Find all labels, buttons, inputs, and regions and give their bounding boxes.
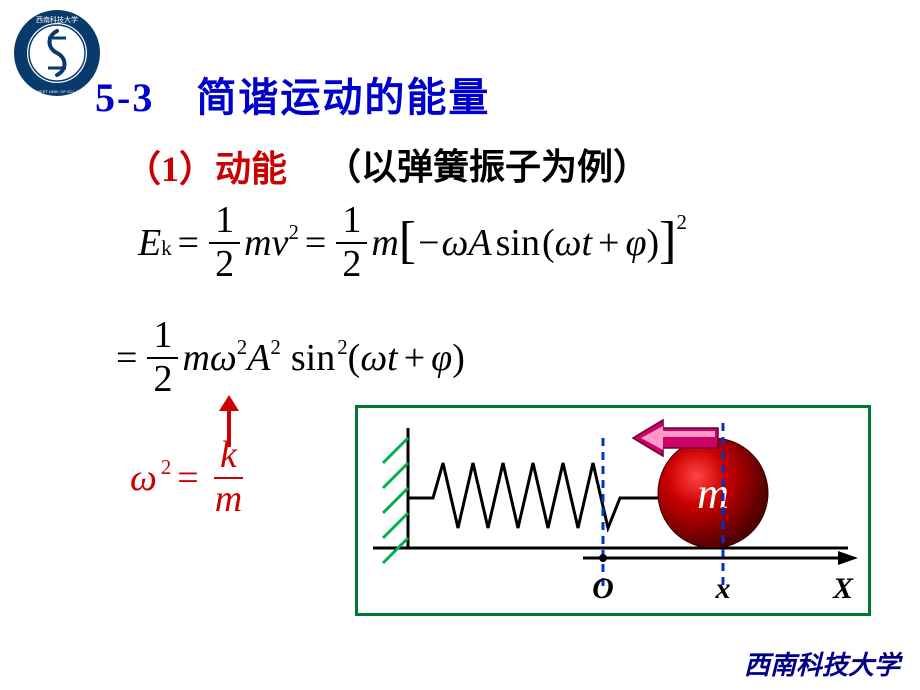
lbracket: [ <box>399 211 416 270</box>
sup-2c: 2 <box>237 335 247 360</box>
svg-text:SOUTHWEST UNIV. OF SCI. & TECH: SOUTHWEST UNIV. OF SCI. & TECH. <box>22 89 91 94</box>
den-m: m <box>209 479 248 521</box>
sym-omega4: ω <box>360 336 387 380</box>
sym-m2: m <box>371 221 398 265</box>
subtitle-example: （以弹簧振子为例） <box>325 138 649 190</box>
footer-university: 西南科技大学 <box>744 645 900 682</box>
sup-2e: 2 <box>337 335 347 360</box>
sym-omega3: ω <box>210 336 237 380</box>
den-2: 2 <box>209 244 240 286</box>
sym-omega5: ω <box>130 456 157 500</box>
lparen: ( <box>542 221 555 265</box>
sub-k: k <box>161 236 171 261</box>
frac-half-3: 1 2 <box>147 315 178 401</box>
equation-omega-squared: ω 2 = k m <box>130 435 252 521</box>
num-1: 1 <box>209 200 240 244</box>
equation-kinetic-full: E k = 1 2 m v 2 = 1 2 m [ − ω A sin ( ω … <box>138 200 687 286</box>
spring-mass-diagram: m O x X <box>355 405 871 616</box>
sym-phi2: φ <box>431 336 452 380</box>
op-eq2: = <box>305 221 326 265</box>
num-1b: 1 <box>336 200 367 244</box>
rparen2: ) <box>452 336 465 380</box>
frac-half-2: 1 2 <box>336 200 367 286</box>
axis-x-label: x <box>715 572 731 605</box>
fn-sin: sin <box>496 221 540 265</box>
university-logo: 西南科技大学 SOUTHWEST UNIV. OF SCI. & TECH. <box>12 8 102 98</box>
num-1c: 1 <box>147 315 178 359</box>
section-title: 5-3 简谐运动的能量 <box>95 65 490 123</box>
equation-kinetic-expanded: = 1 2 m ω 2 A 2 sin 2 ( ω t + φ ) <box>110 315 465 401</box>
num-k: k <box>214 435 243 479</box>
axis-origin-label: O <box>592 572 614 605</box>
fn-sin2: sin <box>291 336 335 380</box>
sym-omega2: ω <box>555 221 582 265</box>
lparen2: ( <box>348 336 361 380</box>
op-minus: − <box>418 221 439 265</box>
frac-half-1: 1 2 <box>209 200 240 286</box>
axis-X-label: X <box>832 572 854 605</box>
op-eq4: = <box>177 456 198 500</box>
sup-2f: 2 <box>161 455 171 480</box>
sym-t: t <box>581 221 592 265</box>
rparen: ) <box>647 221 660 265</box>
op-plus: + <box>598 221 619 265</box>
sym-A2: A <box>247 336 270 380</box>
sym-E: E <box>138 221 161 265</box>
sup-2b: 2 <box>676 210 686 235</box>
svg-text:西南科技大学: 西南科技大学 <box>36 15 78 24</box>
frac-k-over-m: k m <box>209 435 248 521</box>
sym-phi: φ <box>625 221 646 265</box>
sym-m3: m <box>182 336 209 380</box>
den-2c: 2 <box>147 359 178 401</box>
sym-t2: t <box>387 336 398 380</box>
subtitle-kinetic: （1）动能 <box>125 140 287 192</box>
sup-2d: 2 <box>270 335 280 360</box>
sup-2: 2 <box>288 220 298 245</box>
sym-A: A <box>468 221 491 265</box>
op-eq3: = <box>116 336 137 380</box>
rbracket: ] <box>659 211 676 270</box>
op-eq: = <box>178 221 199 265</box>
den-2b: 2 <box>336 244 367 286</box>
op-plus2: + <box>404 336 425 380</box>
sym-omega: ω <box>442 221 469 265</box>
sym-m: m <box>244 221 271 265</box>
sym-v: v <box>272 221 289 265</box>
